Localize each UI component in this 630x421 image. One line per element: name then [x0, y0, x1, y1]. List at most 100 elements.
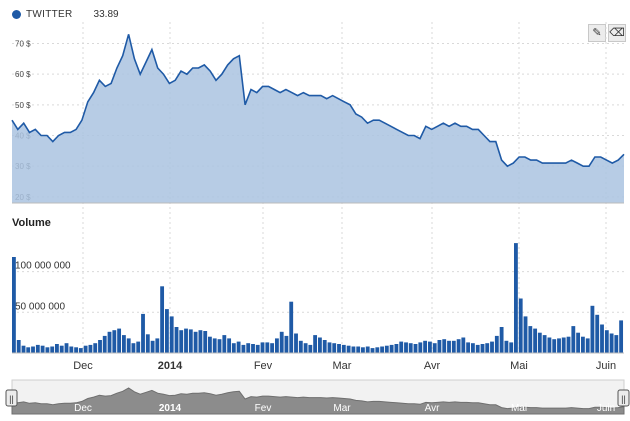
volume-bar[interactable] [275, 338, 279, 353]
volume-bar[interactable] [236, 341, 241, 353]
volume-bar[interactable] [198, 330, 203, 353]
volume-bar[interactable] [471, 343, 475, 353]
volume-bar[interactable] [35, 344, 40, 353]
volume-bar[interactable] [294, 333, 298, 354]
volume-bar[interactable] [98, 340, 102, 353]
volume-bar[interactable] [318, 337, 322, 354]
volume-bar[interactable] [12, 257, 16, 353]
volume-bar[interactable] [322, 340, 327, 353]
volume-bar[interactable] [131, 343, 136, 353]
volume-bar[interactable] [561, 337, 566, 354]
volume-bar[interactable] [428, 341, 432, 353]
volume-bar[interactable] [50, 346, 55, 354]
volume-bar[interactable] [504, 340, 509, 353]
volume-bar[interactable] [466, 342, 471, 353]
volume-bar[interactable] [356, 346, 361, 354]
volume-bar[interactable] [74, 347, 79, 353]
volume-bar[interactable] [246, 343, 251, 353]
volume-bar[interactable] [514, 243, 518, 353]
volume-bar[interactable] [361, 347, 365, 353]
volume-bar[interactable] [332, 343, 337, 353]
volume-bar[interactable] [251, 344, 255, 353]
volume-bar[interactable] [69, 346, 74, 354]
volume-bar[interactable] [64, 343, 69, 353]
volume-bar[interactable] [375, 347, 380, 353]
volume-bar[interactable] [112, 330, 117, 353]
volume-bar[interactable] [499, 327, 504, 353]
volume-bar[interactable] [179, 330, 184, 353]
volume-bar[interactable] [365, 346, 370, 354]
volume-bar[interactable] [537, 332, 542, 353]
volume-bar[interactable] [203, 331, 208, 353]
volume-bar[interactable] [557, 338, 561, 353]
volume-bar[interactable] [260, 342, 265, 353]
volume-bar[interactable] [88, 344, 93, 353]
volume-bar[interactable] [542, 335, 547, 353]
volume-bar[interactable] [485, 343, 490, 353]
volume-bar[interactable] [408, 343, 413, 353]
volume-bar[interactable] [337, 344, 341, 353]
volume-bar[interactable] [432, 343, 437, 353]
volume-bar[interactable] [169, 316, 174, 353]
volume-bar[interactable] [59, 345, 64, 353]
volume-bar[interactable] [423, 340, 428, 353]
volume-bar[interactable] [303, 343, 308, 353]
volume-bar[interactable] [298, 340, 303, 353]
volume-bar[interactable] [193, 331, 198, 353]
volume-bar[interactable] [456, 339, 461, 353]
volume-bar[interactable] [93, 343, 98, 353]
volume-bar[interactable] [102, 335, 107, 353]
volume-bar[interactable] [265, 342, 270, 353]
volume-bar[interactable] [83, 345, 88, 353]
volume-bar[interactable] [619, 320, 624, 353]
volume-bar[interactable] [40, 345, 45, 353]
volume-bar[interactable] [384, 345, 389, 353]
volume-bar[interactable] [55, 344, 59, 353]
volume-bar[interactable] [523, 316, 528, 353]
volume-bar[interactable] [107, 331, 112, 353]
volume-bar[interactable] [380, 346, 385, 354]
volume-bar[interactable] [136, 341, 141, 353]
volume-bar[interactable] [122, 335, 126, 353]
volume-bar[interactable] [614, 335, 619, 353]
volume-bar[interactable] [418, 342, 423, 353]
volume-bar[interactable] [145, 334, 150, 353]
volume-bar[interactable] [590, 305, 595, 353]
volume-bar[interactable] [174, 327, 179, 353]
volume-bar[interactable] [155, 338, 160, 353]
volume-bar[interactable] [609, 333, 614, 354]
volume-bar[interactable] [475, 344, 480, 353]
volume-bar[interactable] [184, 328, 188, 353]
volume-bar[interactable] [327, 342, 332, 353]
volume-bar[interactable] [571, 326, 576, 353]
volume-bar[interactable] [313, 335, 318, 353]
volume-bar[interactable] [566, 336, 571, 353]
volume-bar[interactable] [255, 344, 260, 353]
volume-bar[interactable] [21, 345, 26, 353]
volume-bar[interactable] [552, 339, 557, 353]
volume-bar[interactable] [394, 344, 399, 353]
volume-bar[interactable] [447, 340, 451, 353]
volume-bar[interactable] [341, 344, 346, 353]
volume-bar[interactable] [212, 338, 217, 353]
volume-bar[interactable] [45, 347, 50, 353]
volume-bar[interactable] [480, 344, 485, 353]
volume-bar[interactable] [227, 338, 232, 353]
volume-bar[interactable] [241, 344, 246, 353]
volume-bar[interactable] [528, 326, 533, 353]
navigator-left-handle[interactable] [5, 389, 18, 407]
volume-bar[interactable] [442, 339, 447, 353]
volume-bar[interactable] [208, 336, 212, 353]
volume-bar[interactable] [490, 341, 494, 353]
volume-bar[interactable] [160, 286, 165, 353]
volume-bar[interactable] [31, 346, 35, 354]
volume-bar[interactable] [399, 341, 404, 353]
volume-bar[interactable] [494, 335, 499, 353]
volume-bar[interactable] [289, 301, 294, 353]
volume-bar[interactable] [547, 337, 552, 354]
volume-bar[interactable] [351, 346, 356, 354]
volume-bar[interactable] [370, 348, 375, 353]
eraser-icon[interactable]: ⌫ [608, 24, 626, 42]
volume-bar[interactable] [413, 344, 418, 353]
